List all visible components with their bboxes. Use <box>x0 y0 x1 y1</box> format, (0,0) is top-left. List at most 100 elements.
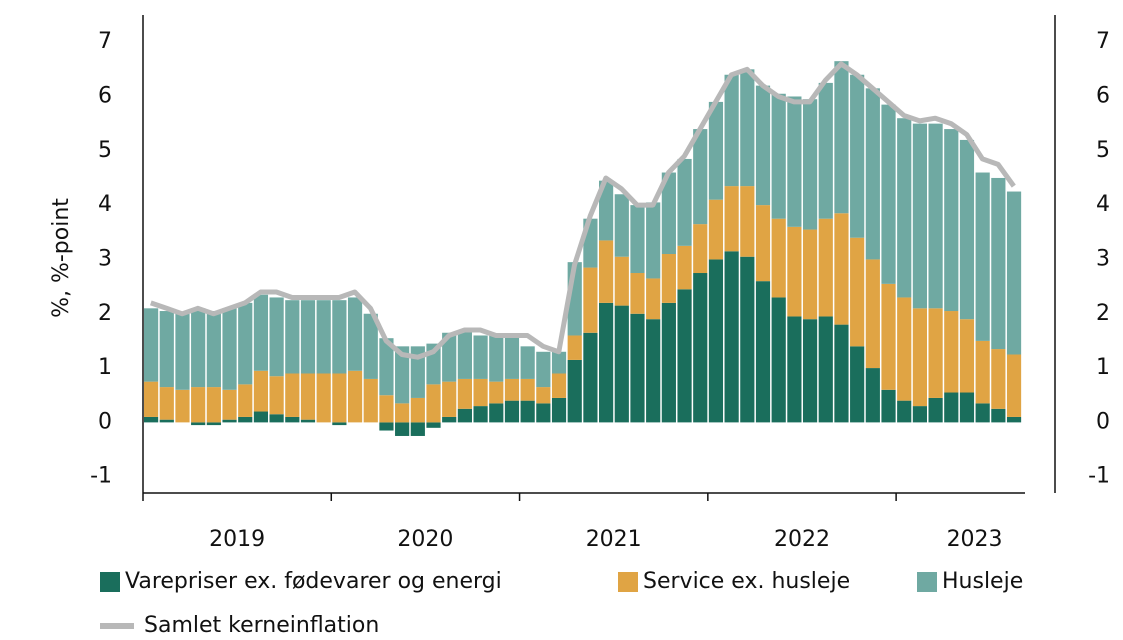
bar-segment <box>614 256 629 306</box>
x-tick-label: 2020 <box>397 527 453 552</box>
bar-segment <box>536 403 551 423</box>
bar-segment <box>740 256 755 423</box>
bar-segment <box>630 205 645 274</box>
bar-segment <box>442 416 457 423</box>
bar-segment <box>473 406 488 423</box>
y2-tick-label: 1 <box>1096 355 1110 380</box>
bar-segment <box>206 387 221 423</box>
bar-segment <box>144 308 159 382</box>
bar-segment <box>693 273 708 423</box>
bar-segment <box>222 308 237 390</box>
bar-segment <box>253 370 269 412</box>
y-tick-label: 7 <box>98 29 112 54</box>
bar-segment <box>991 408 1006 423</box>
bar-segment <box>975 172 990 341</box>
bar-segment <box>724 186 739 252</box>
bar-segment <box>191 308 206 388</box>
bar-segment <box>912 123 927 309</box>
bar-segment <box>661 302 676 423</box>
bar-segment <box>755 205 771 282</box>
bar-segment <box>583 267 598 333</box>
bar-segment <box>457 408 472 423</box>
legend-label: Samlet kerneinflation <box>144 613 379 638</box>
bar-segment <box>646 278 661 320</box>
y2-tick-label: 5 <box>1096 138 1110 163</box>
bar-segment <box>567 335 582 360</box>
bar-segment <box>802 99 818 230</box>
legend-swatch <box>100 572 120 592</box>
bar-segment <box>897 400 912 423</box>
bar-segment <box>677 158 692 246</box>
bar-segment <box>269 376 284 415</box>
bar-segment <box>975 403 990 423</box>
y2-tick-label: 0 <box>1096 409 1110 434</box>
bar-segment <box>881 389 896 423</box>
x-tick-label: 2019 <box>209 527 265 552</box>
bar-segment <box>473 378 488 407</box>
bar-segment <box>222 389 237 420</box>
bar-segment <box>818 316 833 423</box>
bar-segment <box>614 194 629 257</box>
bar-segment <box>551 351 567 374</box>
bar-segment <box>175 389 190 423</box>
bar-segment <box>991 177 1006 350</box>
bar-segment <box>693 129 708 225</box>
bar-segment <box>850 346 865 423</box>
x-tick-label: 2021 <box>586 527 642 552</box>
bar-segment <box>724 74 739 187</box>
bar-segment <box>316 373 331 423</box>
bar-segment <box>787 226 802 317</box>
y2-tick-label: 6 <box>1096 83 1110 108</box>
bar-segment <box>959 319 975 393</box>
bar-segment <box>834 61 849 214</box>
bar-segment <box>332 422 347 426</box>
bar-segment <box>536 351 551 388</box>
bar-segment <box>865 259 880 369</box>
bar-segment <box>944 311 959 393</box>
bar-segment <box>897 297 912 401</box>
bar-segment <box>504 335 520 379</box>
bar-segment <box>332 373 347 423</box>
bar-segment <box>300 300 316 374</box>
bar-segment <box>520 378 535 401</box>
bar-segment <box>740 69 755 187</box>
legend-swatch <box>618 572 638 592</box>
bar-segment <box>928 308 943 398</box>
y2-tick-label: -1 <box>1088 464 1110 489</box>
bar-segment <box>944 129 959 312</box>
bar-segment <box>787 96 802 227</box>
bar-segment <box>238 384 253 417</box>
bar-segment <box>912 308 927 407</box>
bar-segment <box>865 368 880 423</box>
bar-segment <box>1006 416 1022 423</box>
y-tick-label: 1 <box>98 355 112 380</box>
bar-segment <box>708 199 724 260</box>
bar-segment <box>489 381 504 404</box>
bar-segment <box>928 397 943 423</box>
y-tick-label: -1 <box>90 464 112 489</box>
y-tick-label: 2 <box>98 301 112 326</box>
bar-segment <box>944 392 959 423</box>
bar-segment <box>442 332 457 382</box>
bar-segment <box>850 237 865 347</box>
bar-segment <box>850 74 865 238</box>
bar-segment <box>222 419 237 423</box>
bar-segment <box>457 378 472 409</box>
bar-segment <box>410 346 425 398</box>
legend-swatch <box>100 623 134 629</box>
bar-segment <box>520 346 535 379</box>
bar-segment <box>614 305 629 423</box>
bar-segment <box>630 273 645 314</box>
bar-segment <box>253 294 269 371</box>
bar-segment <box>379 422 394 431</box>
bar-segment <box>520 400 535 423</box>
bar-segment <box>912 406 927 423</box>
bar-segment <box>426 384 441 423</box>
bar-segment <box>818 218 833 317</box>
bar-segment <box>442 381 457 417</box>
bar-segment <box>159 311 174 388</box>
bar-segment <box>881 283 896 390</box>
bar-segment <box>457 330 472 379</box>
bar-segment <box>928 123 943 309</box>
